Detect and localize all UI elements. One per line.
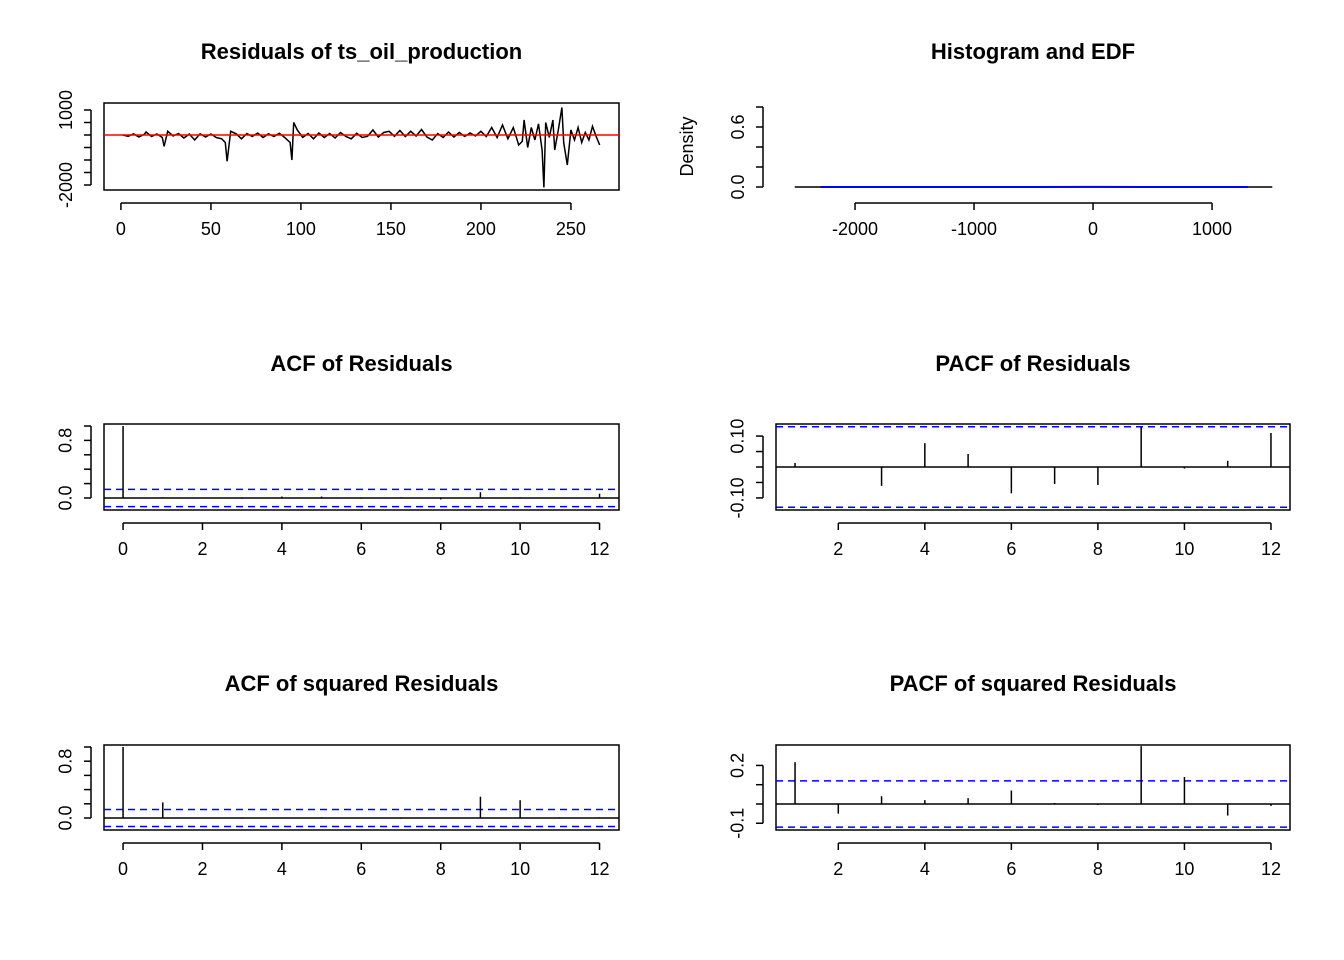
x-tick-label: 50 — [201, 219, 221, 239]
panel-title: Histogram and EDF — [931, 39, 1135, 64]
x-tick-label: 150 — [376, 219, 406, 239]
y-tick-label: 0.8 — [56, 428, 76, 453]
x-tick-label: 6 — [1006, 539, 1016, 559]
panel-title: PACF of squared Residuals — [890, 671, 1177, 696]
x-tick-label: 4 — [920, 859, 930, 879]
plot-box — [103, 744, 620, 831]
x-tick-label: 250 — [556, 219, 586, 239]
x-tick-label: 8 — [436, 859, 446, 879]
plot-box — [775, 744, 1291, 831]
panel-title: PACF of Residuals — [935, 351, 1130, 376]
x-tick-label: 0 — [118, 859, 128, 879]
y-tick-label: -0.10 — [728, 477, 748, 518]
x-tick-label: 6 — [356, 539, 366, 559]
x-tick-label: 1000 — [1192, 219, 1232, 239]
x-tick-label: 4 — [277, 859, 287, 879]
x-tick-label: 6 — [1006, 859, 1016, 879]
x-tick-label: 100 — [286, 219, 316, 239]
plot-box — [103, 423, 620, 511]
residual-line — [122, 107, 601, 188]
x-tick-label: 6 — [356, 859, 366, 879]
panel-title: ACF of squared Residuals — [225, 671, 499, 696]
x-tick-label: 2 — [197, 859, 207, 879]
y-tick-label: 0.0 — [56, 485, 76, 510]
y-tick-label: 0.6 — [728, 114, 748, 139]
x-tick-label: 0 — [118, 539, 128, 559]
y-tick-label: 0.0 — [56, 805, 76, 830]
x-tick-label: 2 — [833, 539, 843, 559]
x-tick-label: -2000 — [832, 219, 878, 239]
y-tick-label: 0.2 — [728, 753, 748, 778]
x-tick-label: 12 — [590, 859, 610, 879]
x-tick-label: 4 — [920, 539, 930, 559]
x-tick-label: 0 — [1088, 219, 1098, 239]
y-tick-label: -2000 — [56, 162, 76, 208]
x-tick-label: 8 — [1093, 539, 1103, 559]
y-tick-label: 1000 — [56, 90, 76, 130]
panel-title: Residuals of ts_oil_production — [201, 39, 522, 64]
y-tick-label: -0.1 — [728, 808, 748, 839]
x-tick-label: 8 — [436, 539, 446, 559]
y-tick-label: 0.8 — [56, 749, 76, 774]
x-tick-label: 0 — [116, 219, 126, 239]
x-tick-label: 10 — [1174, 539, 1194, 559]
y-tick-label: 0.10 — [728, 419, 748, 454]
x-tick-label: 12 — [1261, 859, 1281, 879]
x-tick-label: -1000 — [951, 219, 997, 239]
x-tick-label: 4 — [277, 539, 287, 559]
x-tick-label: 10 — [510, 539, 530, 559]
y-axis-label: Density — [677, 116, 697, 176]
y-tick-label: 0.0 — [728, 174, 748, 199]
x-tick-label: 12 — [1261, 539, 1281, 559]
panel-title: ACF of Residuals — [270, 351, 452, 376]
x-tick-label: 8 — [1093, 859, 1103, 879]
x-tick-label: 2 — [833, 859, 843, 879]
x-tick-label: 10 — [510, 859, 530, 879]
x-tick-label: 12 — [590, 539, 610, 559]
x-tick-label: 2 — [197, 539, 207, 559]
x-tick-label: 10 — [1174, 859, 1194, 879]
x-tick-label: 200 — [466, 219, 496, 239]
plot-box — [103, 102, 620, 191]
